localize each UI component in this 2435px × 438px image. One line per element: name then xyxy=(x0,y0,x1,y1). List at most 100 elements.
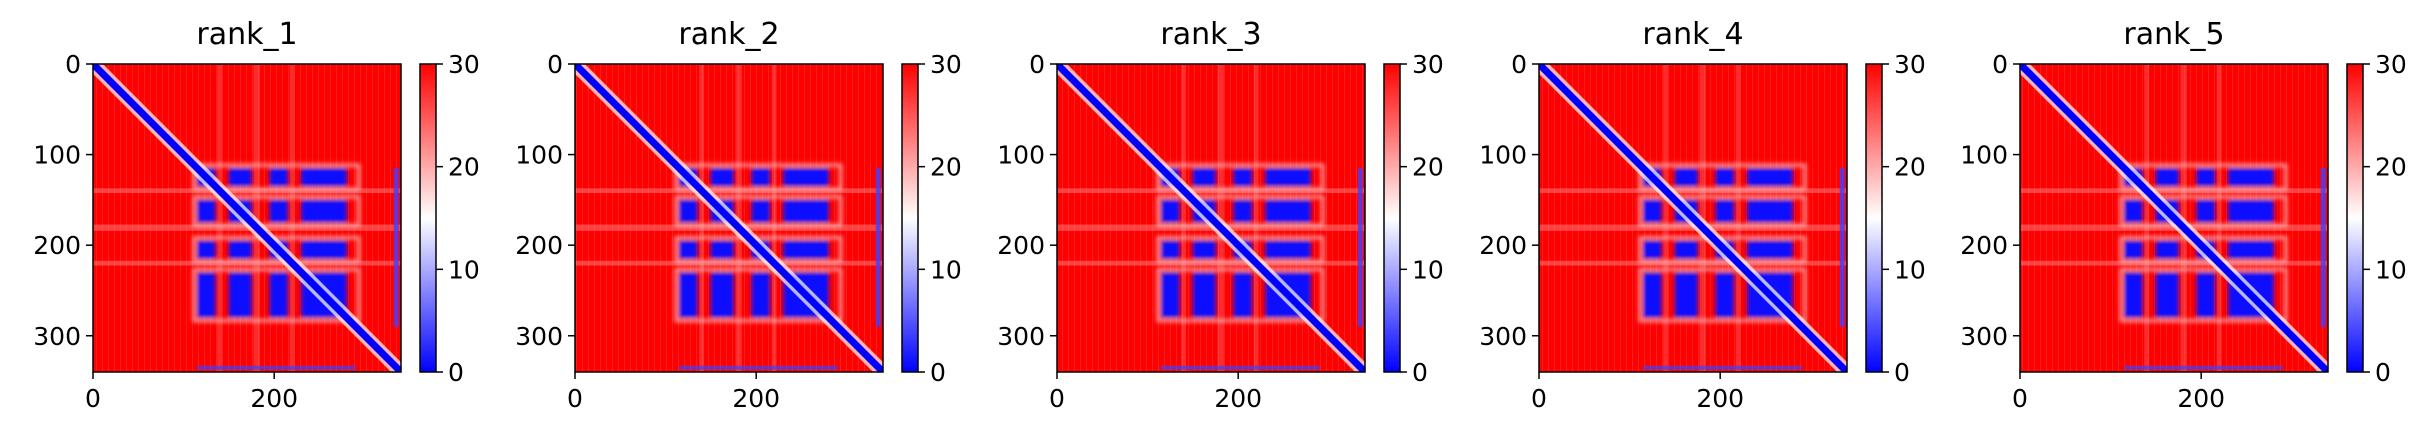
diagonal xyxy=(1057,64,1365,372)
colorbar-tick-label: 20 xyxy=(448,153,480,182)
edge-stripe xyxy=(393,168,399,327)
contact-block xyxy=(783,168,829,187)
heatmap-panel-5: rank_5 0 200 0 100 200 300 0 10 20 30 xyxy=(1960,17,2407,413)
colorbar-frame xyxy=(901,63,919,373)
contact-block xyxy=(1643,199,1662,223)
contact-block xyxy=(197,240,216,259)
colorbar xyxy=(2347,64,2363,372)
contact-blocks xyxy=(674,163,843,323)
y-tick-label: 200 xyxy=(1479,231,1527,260)
block-halo xyxy=(192,267,361,323)
block-halo xyxy=(1638,267,1807,323)
x-tick-label: 200 xyxy=(2177,384,2225,413)
light-col-band xyxy=(2216,64,2222,372)
colorbar-tick-label: 10 xyxy=(448,255,480,284)
contact-block xyxy=(301,199,347,223)
edge-stripe xyxy=(679,365,838,370)
colorbar-frame xyxy=(1383,63,1401,373)
y-tick-label: 200 xyxy=(33,231,81,260)
light-col-band xyxy=(771,64,777,372)
block-halo xyxy=(1156,163,1325,191)
colorbar-tick-label: 10 xyxy=(930,255,962,284)
contact-block xyxy=(1233,168,1252,187)
contact-block xyxy=(1161,199,1180,223)
y-tick-label: 0 xyxy=(547,50,563,79)
edge-stripe xyxy=(1161,365,1320,370)
y-tick-label: 0 xyxy=(65,50,81,79)
y-tick-label: 300 xyxy=(1960,322,2008,351)
contact-block xyxy=(228,272,252,318)
light-col-band xyxy=(1663,64,1669,372)
edge-stripe xyxy=(2124,365,2283,370)
light-col-band xyxy=(699,64,705,372)
x-tick-label: 0 xyxy=(2012,384,2028,413)
colorbar-tick-label: 20 xyxy=(1412,153,1444,182)
block-halo xyxy=(1638,195,1807,228)
heatmap-panel-3: rank_3 0 200 0 100 200 300 0 10 20 30 xyxy=(997,17,1444,413)
heatmap-panel-2: rank_2 0 200 0 100 200 300 0 10 20 30 xyxy=(515,17,962,413)
contact-block xyxy=(2228,199,2274,223)
panel-title: rank_5 xyxy=(2123,17,2224,52)
diagonal xyxy=(2020,64,2328,372)
axes-frame xyxy=(92,63,402,373)
contact-block xyxy=(1192,240,1216,259)
colorbar-tick-label: 20 xyxy=(1894,153,1926,182)
diagonal xyxy=(575,64,883,372)
heatmap-panel-4: rank_4 0 200 0 100 200 300 0 10 20 30 xyxy=(1479,17,1926,413)
x-tick-label: 200 xyxy=(1214,384,1262,413)
contact-block xyxy=(228,168,252,187)
colorbar-frame xyxy=(2346,63,2364,373)
contact-block xyxy=(2196,272,2215,318)
y-tick-label: 300 xyxy=(1479,322,1527,351)
block-halo xyxy=(2119,195,2288,228)
contact-block xyxy=(1161,272,1180,318)
panel-title: rank_1 xyxy=(196,17,297,52)
contact-block xyxy=(2155,168,2179,187)
block-halo xyxy=(192,163,361,191)
heatmap-image xyxy=(1539,64,1847,372)
y-tick-label: 100 xyxy=(515,141,563,170)
contact-block xyxy=(1233,272,1252,318)
x-tick-label: 0 xyxy=(567,384,583,413)
x-tick-label: 0 xyxy=(85,384,101,413)
axes-frame xyxy=(1538,63,1848,373)
panel-title: rank_2 xyxy=(678,17,779,52)
contact-block xyxy=(1674,240,1698,259)
y-tick-label: 100 xyxy=(33,141,81,170)
colorbar-frame xyxy=(1865,63,1883,373)
contact-block xyxy=(710,168,734,187)
colorbar-tick-label: 0 xyxy=(1894,358,1910,387)
y-tick-label: 0 xyxy=(1511,50,1527,79)
colorbar-tick-label: 30 xyxy=(448,50,480,79)
colorbar xyxy=(420,64,436,372)
contact-block xyxy=(2228,168,2274,187)
contact-block xyxy=(197,272,216,318)
y-tick-label: 300 xyxy=(997,322,1045,351)
light-col-band xyxy=(1735,64,1741,372)
colorbar xyxy=(1384,64,1400,372)
contact-block xyxy=(301,168,347,187)
colorbar-tick-label: 0 xyxy=(1412,358,1428,387)
contact-block xyxy=(1265,168,1311,187)
contact-block xyxy=(1747,199,1793,223)
colorbar-tick-label: 10 xyxy=(1412,255,1444,284)
contact-block xyxy=(1192,168,1216,187)
colorbar-tick-label: 0 xyxy=(930,358,946,387)
heatmap-image xyxy=(575,64,883,372)
light-col-band xyxy=(1253,64,1259,372)
y-tick-label: 200 xyxy=(515,231,563,260)
y-tick-label: 200 xyxy=(1960,231,2008,260)
axes-frame xyxy=(2019,63,2329,373)
colorbar-tick-label: 30 xyxy=(2375,50,2407,79)
light-col-band xyxy=(289,64,295,372)
contact-block xyxy=(1715,168,1734,187)
diagonal xyxy=(93,64,401,372)
contact-block xyxy=(679,199,698,223)
edge-stripe xyxy=(2320,168,2326,327)
colorbar-tick-label: 30 xyxy=(1894,50,1926,79)
contact-block xyxy=(751,199,770,223)
contact-block xyxy=(679,240,698,259)
block-halo xyxy=(1156,195,1325,228)
contact-block xyxy=(2196,168,2215,187)
